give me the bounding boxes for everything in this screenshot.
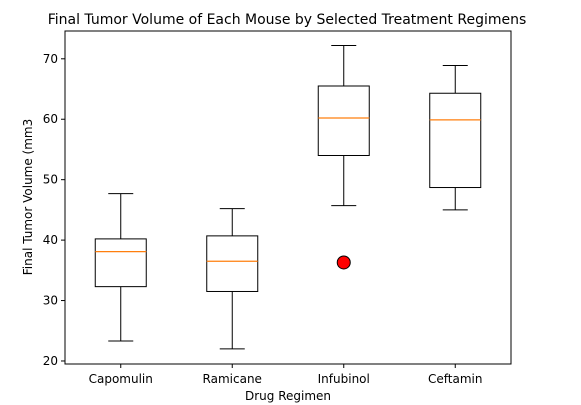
y-tick-label: 30 bbox=[43, 294, 58, 308]
x-tick-label: Ramicane bbox=[203, 372, 262, 386]
x-tick-label: Capomulin bbox=[89, 372, 153, 386]
outlier-point bbox=[336, 255, 351, 270]
box-group-ramicane bbox=[206, 208, 259, 350]
y-tick-label: 60 bbox=[43, 112, 58, 126]
iqr-box bbox=[206, 235, 259, 292]
iqr-box bbox=[317, 85, 370, 156]
x-axis-label: Drug Regimen bbox=[245, 389, 331, 403]
y-axis: 20 30 40 50 60 70 bbox=[43, 52, 65, 368]
x-tick-label: Infubinol bbox=[318, 372, 370, 386]
y-axis-label: Final Tumor Volume (mm3 bbox=[21, 119, 35, 276]
iqr-box bbox=[429, 92, 482, 189]
x-axis: Capomulin Ramicane Infubinol Ceftamin bbox=[89, 364, 482, 386]
iqr-box bbox=[94, 238, 147, 288]
plot-frame bbox=[64, 30, 512, 365]
y-tick-label: 40 bbox=[43, 233, 58, 247]
box-group-ceftamin bbox=[429, 64, 482, 211]
plot-area bbox=[94, 45, 482, 350]
y-tick-label: 50 bbox=[43, 173, 58, 187]
x-tick-label: Ceftamin bbox=[428, 372, 482, 386]
chart-title: Final Tumor Volume of Each Mouse by Sele… bbox=[48, 12, 527, 28]
y-tick-label: 20 bbox=[43, 354, 58, 368]
box-group-capomulin bbox=[94, 193, 147, 342]
y-tick-label: 70 bbox=[43, 52, 58, 66]
box-group-infubinol bbox=[317, 45, 370, 270]
